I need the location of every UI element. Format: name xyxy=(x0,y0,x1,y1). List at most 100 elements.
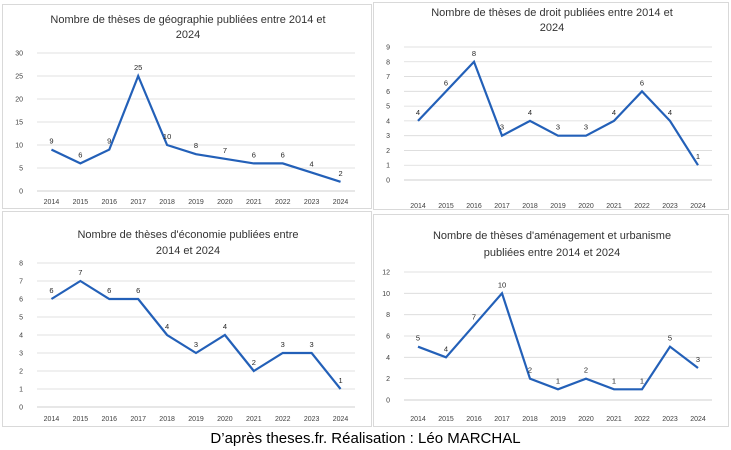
series-line xyxy=(417,59,699,166)
data-label: 6 xyxy=(78,150,82,159)
y-tick-label: 2 xyxy=(19,369,23,376)
data-label: 10 xyxy=(163,132,171,141)
x-tick-label: 2022 xyxy=(634,416,650,423)
y-tick-label: 30 xyxy=(15,51,23,58)
x-tick-label: 2024 xyxy=(333,199,349,206)
x-tick-label: 2023 xyxy=(662,203,678,210)
x-tick-label: 2018 xyxy=(159,416,175,423)
x-tick-label: 2020 xyxy=(217,416,233,423)
data-label: 3 xyxy=(696,355,700,364)
x-tick-label: 2024 xyxy=(690,416,706,423)
x-tick-label: 2019 xyxy=(188,416,204,423)
x-tick-label: 2021 xyxy=(246,416,262,423)
chart-panel-amenagement: Nombre de thèses d'aménagement et urbani… xyxy=(373,214,729,427)
x-tick-label: 2018 xyxy=(522,416,538,423)
y-tick-label: 3 xyxy=(19,351,23,358)
y-tick-label: 4 xyxy=(19,333,23,340)
data-label: 3 xyxy=(281,340,285,349)
data-label: 6 xyxy=(444,78,448,87)
x-tick-label: 2014 xyxy=(410,203,426,210)
x-tick-label: 2021 xyxy=(606,203,622,210)
data-label: 2 xyxy=(252,358,256,367)
y-tick-label: 5 xyxy=(386,104,390,111)
y-tick-label: 1 xyxy=(19,387,23,394)
source-credit: D’après theses.fr. Réalisation : Léo MAR… xyxy=(210,430,521,447)
chart-panel-droit: Nombre de thèses de droit publiées entre… xyxy=(373,2,729,210)
x-tick-label: 2014 xyxy=(410,416,426,423)
data-label: 4 xyxy=(444,344,448,353)
x-tick-label: 2016 xyxy=(101,416,117,423)
data-label: 3 xyxy=(310,340,314,349)
chart-amenagement: Nombre de thèses d'aménagement et urbani… xyxy=(382,230,712,423)
data-label: 3 xyxy=(584,123,588,132)
x-tick-label: 2015 xyxy=(73,199,89,206)
chart-title-line: 2024 xyxy=(540,22,564,34)
y-tick-label: 20 xyxy=(15,97,23,104)
x-tick-label: 2020 xyxy=(578,203,594,210)
data-label: 4 xyxy=(528,108,532,117)
data-label: 3 xyxy=(556,123,560,132)
data-label: 9 xyxy=(107,137,111,146)
data-label: 7 xyxy=(78,268,82,277)
chart-title-line: Nombre de thèses de géographie publiées … xyxy=(50,14,325,26)
x-tick-label: 2015 xyxy=(438,416,454,423)
x-tick-label: 2019 xyxy=(550,203,566,210)
series-line xyxy=(50,73,341,183)
data-label: 3 xyxy=(500,123,504,132)
y-tick-label: 8 xyxy=(386,59,390,66)
data-label: 2 xyxy=(584,366,588,375)
data-label: 6 xyxy=(136,286,140,295)
x-tick-label: 2022 xyxy=(275,199,291,206)
chart-title-line: 2024 xyxy=(176,29,200,41)
x-tick-label: 2017 xyxy=(130,199,146,206)
x-tick-label: 2023 xyxy=(304,416,320,423)
data-label: 5 xyxy=(416,334,420,343)
y-tick-label: 12 xyxy=(382,270,390,277)
y-tick-label: 7 xyxy=(386,74,390,81)
x-tick-label: 2024 xyxy=(333,416,349,423)
chart-droit: Nombre de thèses de droit publiées entre… xyxy=(386,7,712,210)
x-tick-label: 2022 xyxy=(634,203,650,210)
data-label: 4 xyxy=(612,108,616,117)
y-tick-label: 5 xyxy=(19,166,23,173)
x-tick-label: 2017 xyxy=(130,416,146,423)
data-label: 10 xyxy=(498,280,506,289)
y-tick-label: 6 xyxy=(386,334,390,341)
x-tick-label: 2023 xyxy=(304,199,320,206)
y-tick-label: 8 xyxy=(19,261,23,268)
x-tick-label: 2018 xyxy=(159,199,175,206)
y-tick-label: 8 xyxy=(386,312,390,319)
x-tick-label: 2015 xyxy=(73,416,89,423)
x-tick-label: 2017 xyxy=(494,203,510,210)
y-tick-label: 2 xyxy=(386,148,390,155)
y-tick-label: 1 xyxy=(386,163,390,170)
y-tick-label: 15 xyxy=(15,120,23,127)
x-tick-label: 2015 xyxy=(438,203,454,210)
x-tick-label: 2019 xyxy=(550,416,566,423)
chart-title-line: Nombre de thèses d'aménagement et urbani… xyxy=(433,230,671,242)
y-tick-label: 10 xyxy=(382,291,390,298)
data-label: 1 xyxy=(338,376,342,385)
chart-panel-economie: Nombre de thèses d'économie publiées ent… xyxy=(2,211,372,427)
data-label: 2 xyxy=(528,366,532,375)
data-label: 6 xyxy=(281,150,285,159)
y-tick-label: 4 xyxy=(386,118,390,125)
y-tick-label: 0 xyxy=(386,398,390,405)
data-label: 1 xyxy=(556,376,560,385)
x-tick-label: 2023 xyxy=(662,416,678,423)
x-tick-label: 2021 xyxy=(606,416,622,423)
chart-title-line: publiées entre 2014 et 2024 xyxy=(484,247,620,259)
data-label: 4 xyxy=(223,322,227,331)
chart-geographie: Nombre de thèses de géographie publiées … xyxy=(15,14,355,206)
data-label: 9 xyxy=(49,137,53,146)
y-tick-label: 4 xyxy=(386,355,390,362)
y-tick-label: 6 xyxy=(19,297,23,304)
y-tick-label: 3 xyxy=(386,133,390,140)
x-tick-label: 2020 xyxy=(578,416,594,423)
data-label: 1 xyxy=(696,152,700,161)
y-tick-label: 6 xyxy=(386,89,390,96)
y-tick-label: 9 xyxy=(386,45,390,52)
x-tick-label: 2016 xyxy=(101,199,117,206)
data-label: 4 xyxy=(310,160,314,169)
data-label: 7 xyxy=(223,146,227,155)
